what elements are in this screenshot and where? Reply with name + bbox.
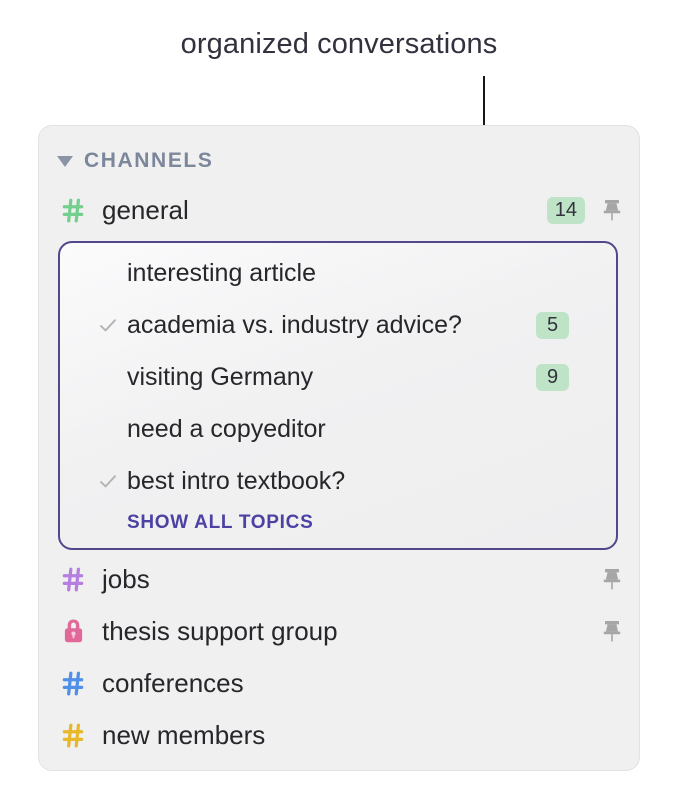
channels-section-header[interactable]: CHANNELS bbox=[57, 149, 213, 173]
topic-list-highlight: interesting article academia vs. industr… bbox=[58, 241, 618, 550]
hash-icon bbox=[57, 722, 89, 748]
topic-name: need a copyeditor bbox=[127, 414, 326, 443]
pin-icon[interactable] bbox=[601, 567, 623, 591]
unread-badge: 14 bbox=[546, 196, 585, 224]
topic-name: best intro textbook? bbox=[127, 466, 346, 495]
caret-down-icon[interactable] bbox=[57, 155, 73, 167]
list-item[interactable]: best intro textbook? bbox=[60, 455, 620, 507]
hash-icon bbox=[57, 197, 89, 223]
topic-name: visiting Germany bbox=[127, 362, 314, 391]
list-item[interactable]: interesting article bbox=[60, 247, 620, 299]
check-icon bbox=[97, 471, 119, 491]
channels-section-title: CHANNELS bbox=[84, 149, 214, 172]
sidebar-item-new-members[interactable]: new members bbox=[57, 712, 623, 758]
hash-icon bbox=[57, 670, 89, 696]
lock-icon bbox=[57, 618, 89, 644]
annotation-label: organized conversations bbox=[180, 28, 498, 60]
list-item[interactable]: visiting Germany 9 bbox=[60, 351, 620, 403]
channel-name: jobs bbox=[102, 563, 150, 594]
sidebar-item-jobs[interactable]: jobs bbox=[57, 556, 623, 602]
list-item[interactable]: need a copyeditor bbox=[60, 403, 620, 455]
sidebar-item-general[interactable]: general 14 bbox=[57, 187, 623, 233]
unread-badge: 5 bbox=[536, 311, 569, 339]
pin-icon[interactable] bbox=[601, 198, 623, 222]
channel-name: new members bbox=[102, 719, 266, 750]
list-item[interactable]: academia vs. industry advice? 5 bbox=[60, 299, 620, 351]
sidebar-item-conferences[interactable]: conferences bbox=[57, 660, 623, 706]
topic-name: interesting article bbox=[127, 258, 316, 287]
unread-badge: 9 bbox=[536, 363, 569, 391]
pin-icon[interactable] bbox=[601, 619, 623, 643]
sidebar-item-thesis-support-group[interactable]: thesis support group bbox=[57, 608, 623, 654]
hash-icon bbox=[57, 566, 89, 592]
check-icon bbox=[97, 315, 119, 335]
channel-name: general bbox=[102, 194, 189, 225]
show-all-topics-link[interactable]: SHOW ALL TOPICS bbox=[127, 512, 314, 533]
channel-name: thesis support group bbox=[102, 615, 338, 646]
channel-name: conferences bbox=[102, 667, 244, 698]
topic-name: academia vs. industry advice? bbox=[127, 310, 462, 339]
